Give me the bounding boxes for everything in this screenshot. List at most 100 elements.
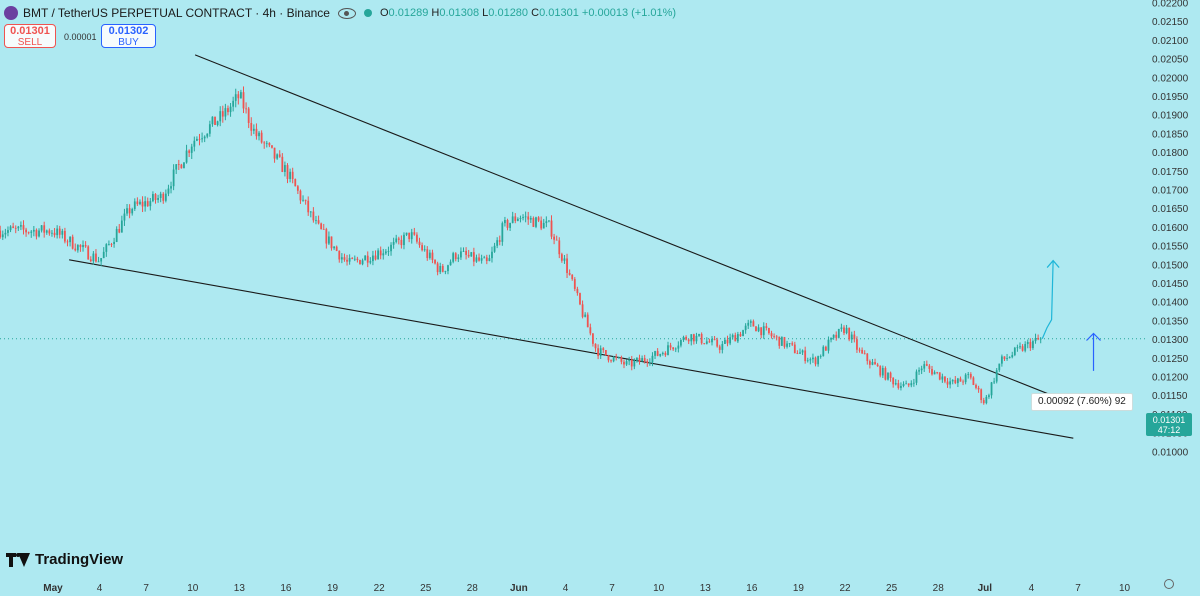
- candle-body: [258, 132, 260, 137]
- candle-body: [708, 341, 711, 343]
- candle-body: [592, 333, 594, 344]
- candle-body: [483, 257, 486, 259]
- y-axis[interactable]: 0.02200 0.02150 0.02100 0.02050 0.02000 0.019…: [1152, 0, 1189, 458]
- candle-body: [159, 193, 162, 198]
- candle-body: [1021, 346, 1024, 351]
- candle-body: [938, 372, 941, 380]
- candle-body: [612, 356, 615, 362]
- candle-body: [74, 248, 77, 251]
- candle-body: [599, 348, 602, 357]
- candle-body: [346, 259, 348, 262]
- bmt-logo-icon: [4, 6, 18, 20]
- candle-body: [384, 251, 387, 254]
- last-price-badge: 0.01301 47:12: [1146, 413, 1192, 436]
- candle-body: [1006, 358, 1008, 360]
- y-tick-label: 0.01650: [1152, 204, 1189, 215]
- candle-body: [403, 234, 405, 246]
- candle-body: [206, 133, 209, 137]
- candle-body: [956, 378, 959, 384]
- candle-body: [58, 228, 61, 235]
- candle-body: [718, 346, 721, 350]
- candle-body: [597, 348, 600, 357]
- candle-body: [941, 376, 944, 380]
- candle-body: [79, 244, 82, 248]
- candle-body: [988, 395, 990, 397]
- x-tick-label: 25: [420, 583, 432, 594]
- candle-body: [229, 106, 232, 113]
- x-tick-label: 4: [97, 583, 103, 594]
- candle-body: [822, 346, 825, 357]
- y-tick-label: 0.01600: [1152, 223, 1189, 234]
- y-tick-label: 0.01450: [1152, 279, 1189, 290]
- candle-body: [271, 145, 273, 148]
- candle-body: [819, 356, 822, 357]
- candle-body: [876, 364, 879, 367]
- candle-body: [307, 200, 310, 213]
- buy-button[interactable]: 0.01302 BUY: [101, 24, 156, 48]
- candle-body: [105, 244, 108, 252]
- x-axis[interactable]: May 4 7 10 13 16 19 22 25 28 Jun 4 7 10 13 16 19 22 25 28 Ju…: [43, 583, 1130, 594]
- y-tick-label: 0.02000: [1152, 73, 1189, 84]
- candle-body: [120, 220, 123, 233]
- candle-body: [791, 343, 794, 345]
- candle-body: [340, 257, 343, 260]
- eye-icon[interactable]: [337, 7, 356, 19]
- candle-body: [335, 246, 338, 251]
- measure-label: 0.00092 (7.60%) 92: [1031, 393, 1133, 411]
- tradingview-logo[interactable]: TradingView: [6, 551, 123, 568]
- candle-body: [716, 339, 719, 347]
- candle-body: [154, 194, 157, 200]
- candle-body: [685, 336, 688, 340]
- candle-body: [9, 226, 12, 231]
- sell-button[interactable]: 0.01301 SELL: [4, 24, 56, 48]
- candle-body: [1032, 341, 1034, 349]
- candle-body: [889, 372, 892, 378]
- candle-body: [12, 226, 15, 228]
- x-tick-label: 28: [467, 583, 479, 594]
- candle-body: [255, 128, 258, 137]
- candle-body: [379, 250, 382, 256]
- trendline-upper: [194, 54, 1074, 405]
- x-tick-label: 7: [609, 583, 615, 594]
- candle-body: [809, 359, 812, 361]
- candle-body: [281, 156, 284, 172]
- candle-body: [30, 231, 33, 233]
- candle-body: [905, 383, 908, 385]
- candle-body: [180, 164, 183, 169]
- candle-body: [14, 227, 17, 229]
- candle-body: [428, 252, 431, 259]
- candle-body: [146, 201, 149, 207]
- candle-body: [1, 234, 4, 238]
- candle-body: [967, 374, 970, 375]
- candle-body: [0, 230, 2, 238]
- candle-body: [998, 363, 1001, 371]
- candle-body: [35, 229, 38, 237]
- candle-body: [705, 341, 708, 344]
- candle-body: [372, 255, 374, 262]
- candle-body: [566, 258, 568, 273]
- x-tick-label: 16: [280, 583, 292, 594]
- candle-body: [1008, 357, 1011, 359]
- candle-body: [641, 358, 644, 362]
- candle-body: [364, 255, 367, 261]
- candle-body: [247, 108, 250, 123]
- candle-body: [198, 138, 201, 140]
- candle-body: [646, 361, 649, 363]
- candle-body: [97, 261, 100, 263]
- candle-body: [680, 340, 682, 346]
- candle-body: [928, 365, 931, 369]
- candle-body: [397, 238, 400, 240]
- tradingview-logo-icon: [6, 552, 30, 567]
- candle-body: [982, 400, 985, 404]
- candle-body: [312, 211, 315, 221]
- candle-body: [144, 201, 147, 207]
- x-tick-label: Jul: [978, 583, 993, 594]
- candle-body: [100, 258, 103, 262]
- symbol-title[interactable]: BMT / TetherUS PERPETUAL CONTRACT · 4h ·…: [23, 6, 330, 20]
- candle-body: [460, 251, 462, 258]
- gear-icon[interactable]: [1164, 579, 1174, 589]
- candle-body: [113, 241, 115, 245]
- candle-body: [773, 336, 776, 338]
- candle-body: [493, 245, 496, 252]
